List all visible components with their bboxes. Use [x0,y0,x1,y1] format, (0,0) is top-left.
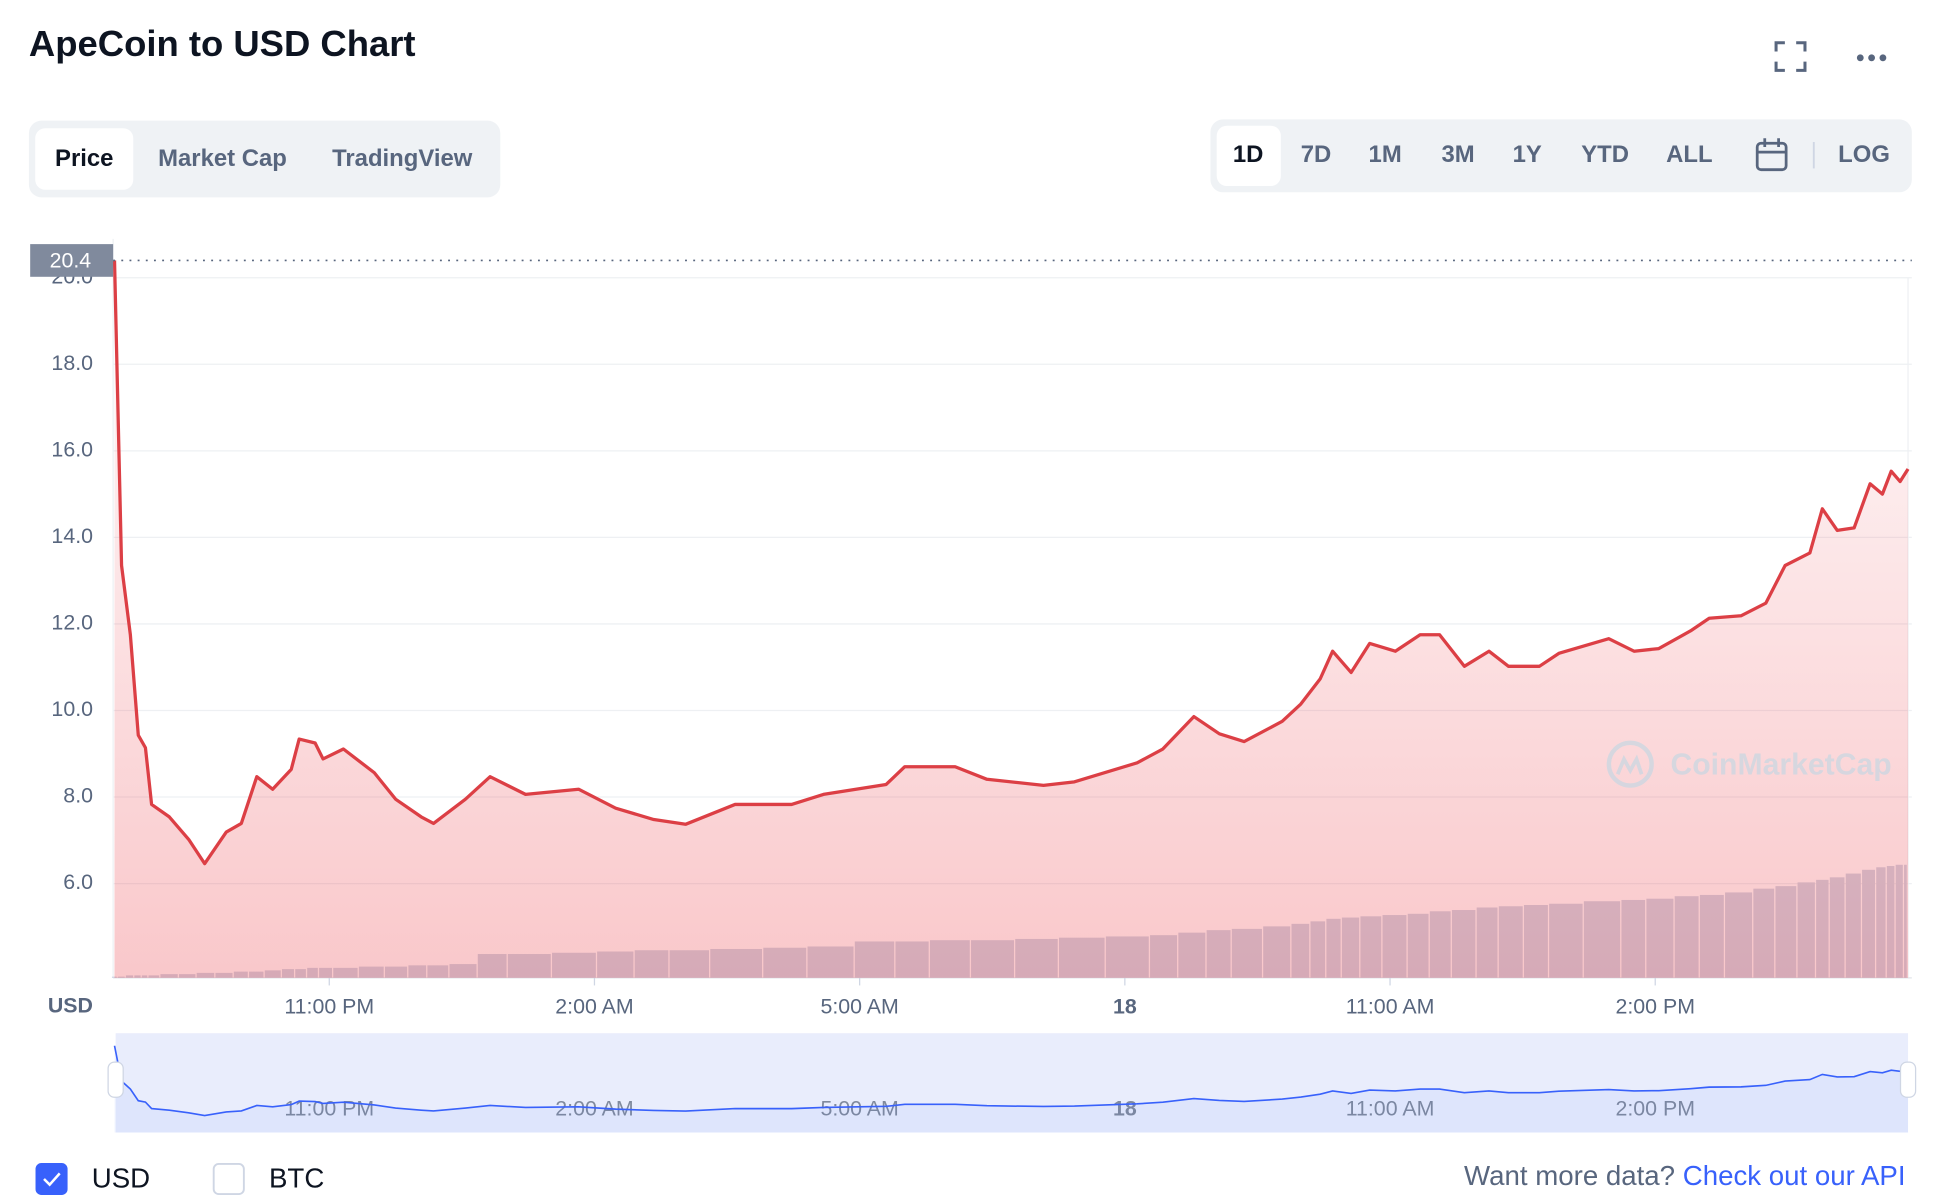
tab[interactable]: Market Cap [158,145,287,172]
range-button[interactable]: YTD [1581,141,1629,168]
log-button[interactable]: LOG [1838,141,1890,168]
tab[interactable]: Price [55,145,113,172]
x-tick-label: 18 [1113,995,1137,1019]
chart-title: ApeCoin to USD Chart [29,23,416,64]
tab-group [28,120,501,198]
dot[interactable] [1879,54,1887,62]
navigator-handle-left[interactable] [107,1061,124,1098]
volume-bar [111,976,117,978]
navigator-tick-label: 2:00 PM [1615,1097,1695,1121]
range-button[interactable]: ALL [1666,141,1712,168]
navigator-handle-right[interactable] [1899,1061,1917,1098]
y-tick-label: 6.0 [63,870,93,894]
range-button[interactable]: 1D [1233,141,1264,168]
calendar-icon[interactable] [1755,138,1788,172]
y-tick-label: 12.0 [51,611,93,635]
footer-link[interactable]: Check out our API [1683,1160,1906,1191]
range-button[interactable]: 7D [1301,141,1332,168]
navigator-area [114,1045,1909,1133]
navigator-tick-label: 5:00 AM [820,1097,898,1121]
checkbox-label[interactable]: USD [92,1163,150,1194]
y-tick-label: 16.0 [51,437,93,461]
range-group [1210,119,1912,193]
range-active-bg[interactable] [1216,125,1281,187]
price-badge [30,244,114,277]
price-badge-label: 20.4 [50,248,92,272]
watermark: CoinMarketCap [1606,740,1892,788]
fullscreen-icon[interactable] [1774,41,1807,72]
price-area [114,260,1909,978]
watermark-logo [1606,740,1654,788]
footer: Want more data? Check out our API [1464,1160,1905,1191]
x-tick-label: 11:00 PM [284,995,374,1019]
x-tick-label: 2:00 PM [1615,995,1695,1019]
range-button[interactable]: 3M [1441,141,1474,168]
navigator-content: 11:00 PM 2:00 AM 5:00 AM 18 11:00 AM 2:00 PM [113,1045,1909,1133]
range-button[interactable]: 1Y [1513,141,1542,168]
x-tick-label: 2:00 AM [555,995,633,1019]
x-tick-label: 5:00 AM [820,995,898,1019]
navigator-tick-label: 18 [1113,1097,1137,1121]
range-button[interactable]: 1M [1369,141,1402,168]
plot: 6.08.010.012.014.016.018.020.011:00 PM2:… [30,238,1912,1019]
watermark-logo-mark [1615,754,1644,775]
watermark-text: CoinMarketCap [1670,749,1891,782]
more-icon[interactable] [1856,54,1887,62]
y-tick-label: 14.0 [51,524,93,548]
footer-prompt: Want more data? [1464,1160,1675,1191]
fullscreen-glyph[interactable] [1774,41,1807,72]
checkbox[interactable] [212,1162,245,1196]
calendar-lines[interactable] [1757,138,1787,154]
dot[interactable] [1868,54,1875,62]
checkbox-label[interactable]: BTC [269,1163,324,1194]
navigator-line [113,1045,1909,1117]
tab-active-bg[interactable] [35,128,134,190]
checkmark[interactable] [43,1172,61,1187]
y-tick-label: 8.0 [63,784,93,808]
checkbox[interactable] [35,1162,68,1196]
y-axis-label: USD [48,993,93,1017]
price-line [112,260,1910,866]
navigator[interactable] [115,1033,1909,1133]
currency-options: USD BTC [35,1162,324,1196]
y-tick-label: 10.0 [51,697,93,721]
tab[interactable]: TradingView [332,145,473,172]
y-tick-label: 18.0 [51,351,93,375]
tabs: Price Market Cap TradingView [35,128,473,190]
dot[interactable] [1856,54,1864,62]
calendar-body[interactable] [1755,141,1788,172]
ranges: 1D 7D 1M 3M 1Y YTD ALL [1216,125,1713,187]
x-tick-label: 11:00 AM [1346,995,1435,1019]
navigator-tick-label: 11:00 AM [1346,1097,1435,1121]
